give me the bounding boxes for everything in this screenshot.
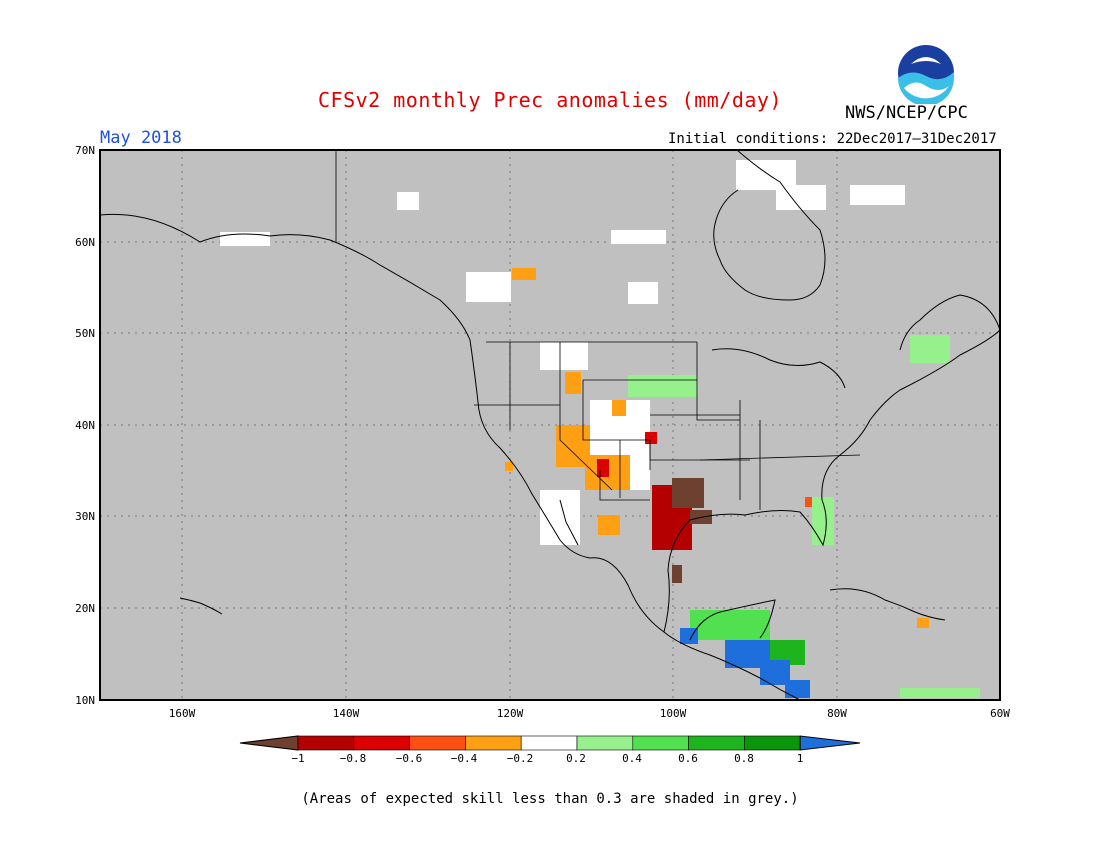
colorbar: −1 −0.8 −0.6 −0.4 −0.2 0.2 0.4 0.6 0.8 1	[239, 735, 861, 765]
colorbar-tick: 0.8	[734, 752, 754, 765]
lat-tick: 50N	[75, 327, 95, 340]
lat-tick: 40N	[75, 419, 95, 432]
lon-tick: 100W	[660, 707, 687, 720]
colorbar-tick: −0.2	[507, 752, 534, 765]
colorbar-tick: −0.8	[340, 752, 367, 765]
colorbar-segment	[520, 735, 578, 751]
lon-tick: 140W	[333, 707, 360, 720]
colorbar-segment	[409, 735, 466, 751]
chart-title: CFSv2 monthly Prec anomalies (mm/day)	[317, 88, 783, 112]
colorbar-segment	[353, 735, 410, 751]
precip-anomaly-map: 70N 60N 50N 40N 30N 20N 10N 160W 140W 12…	[75, 144, 1010, 720]
colorbar-tick: 0.2	[566, 752, 586, 765]
initial-conditions: Initial conditions: 22Dec2017–31Dec2017	[668, 131, 997, 147]
colorbar-left-arrow	[239, 735, 299, 751]
colorbar-segment	[576, 735, 634, 751]
noaa-logo-icon	[896, 43, 956, 104]
coastlines	[99, 149, 1001, 701]
forecast-month: May 2018	[100, 128, 182, 148]
colorbar-segment	[465, 735, 522, 751]
map-frame	[99, 149, 1001, 701]
skill-footnote: (Areas of expected skill less than 0.3 a…	[301, 791, 799, 807]
lat-tick: 10N	[75, 694, 95, 707]
colorbar-labels: −1 −0.8 −0.6 −0.4 −0.2 0.2 0.4 0.6 0.8 1	[291, 752, 803, 765]
colorbar-right-arrow	[799, 735, 861, 751]
lat-tick: 70N	[75, 144, 95, 157]
colorbar-segment	[744, 735, 801, 751]
colorbar-tick: −1	[291, 752, 304, 765]
lat-tick: 20N	[75, 602, 95, 615]
colorbar-tick: 1	[797, 752, 804, 765]
org-label: NWS/NCEP/CPC	[845, 103, 968, 123]
colorbar-segments	[239, 735, 861, 751]
colorbar-segment	[632, 735, 689, 751]
lon-tick: 120W	[497, 707, 524, 720]
colorbar-segment	[688, 735, 745, 751]
colorbar-tick: 0.6	[678, 752, 698, 765]
colorbar-segment	[297, 735, 355, 751]
lon-tick: 80W	[827, 707, 847, 720]
colorbar-tick: −0.6	[396, 752, 423, 765]
grid-lines	[100, 150, 1000, 700]
colorbar-tick: −0.4	[451, 752, 478, 765]
state-borders	[335, 150, 861, 510]
lon-tick: 60W	[990, 707, 1010, 720]
lat-tick: 30N	[75, 510, 95, 523]
lon-tick: 160W	[169, 707, 196, 720]
colorbar-tick: 0.4	[622, 752, 642, 765]
lat-tick: 60N	[75, 236, 95, 249]
